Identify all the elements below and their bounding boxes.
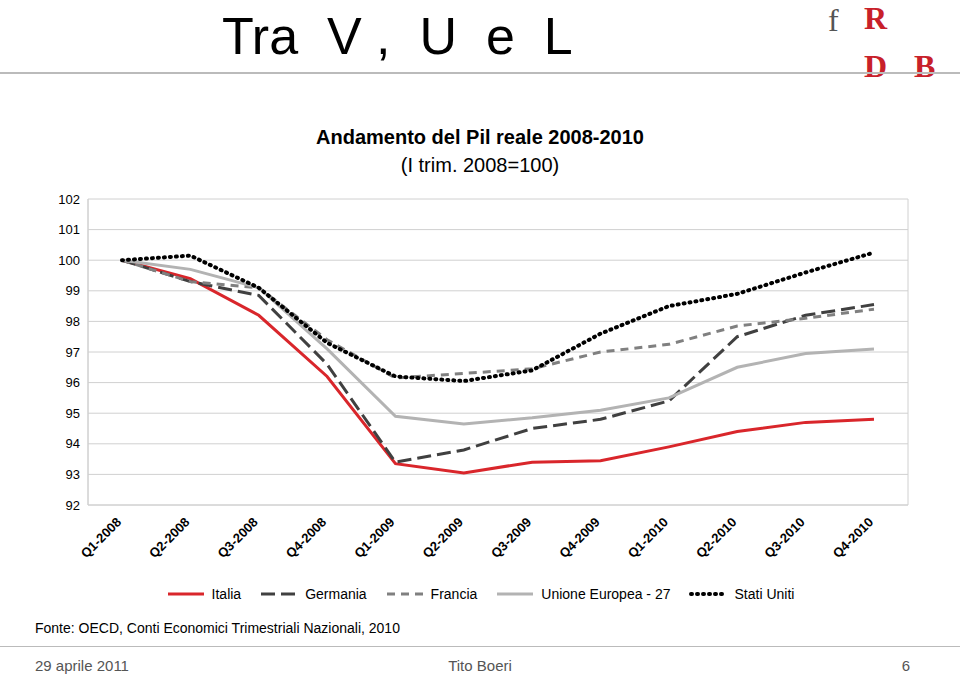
- html-text:Francia: Francia: [430, 586, 478, 602]
- svg-text:Q2-2010: Q2-2010: [693, 515, 739, 561]
- html-text:Stati Uniti: Stati Uniti: [734, 586, 795, 602]
- html-text:Germania: Germania: [305, 586, 367, 602]
- html-text:Italia: Italia: [211, 586, 242, 602]
- svg-text:Q1-2010: Q1-2010: [625, 515, 671, 561]
- html-text:R: R: [864, 0, 888, 36]
- svg-text:93: 93: [66, 467, 80, 482]
- svg-text:Q3-2010: Q3-2010: [761, 515, 807, 561]
- svg-text:92: 92: [66, 498, 80, 513]
- svg-text:97: 97: [66, 345, 80, 360]
- svg-text:100: 100: [58, 253, 80, 268]
- svg-text:99: 99: [66, 283, 80, 298]
- html-text:f: f: [828, 2, 839, 38]
- svg-text:94: 94: [66, 436, 80, 451]
- svg-text:96: 96: [66, 375, 80, 390]
- svg-text:98: 98: [66, 314, 80, 329]
- svg-text:Q4-2008: Q4-2008: [283, 515, 329, 561]
- html-text:29 aprile 2011: 29 aprile 2011: [35, 657, 129, 674]
- svg-text:95: 95: [66, 406, 80, 421]
- svg-text:Q3-2009: Q3-2009: [488, 515, 534, 561]
- html-text:6: 6: [901, 657, 910, 674]
- svg-text:Q2-2008: Q2-2008: [146, 515, 192, 561]
- svg-text:Q1-2008: Q1-2008: [78, 515, 124, 561]
- html-text:Tito Boeri: Tito Boeri: [448, 657, 512, 674]
- svg-text:Q2-2009: Q2-2009: [420, 515, 466, 561]
- svg-text:102: 102: [58, 192, 80, 207]
- html-text:Unione Europea - 27: Unione Europea - 27: [541, 586, 671, 602]
- html-text:Tra V , U e L: Tra V , U e L: [222, 7, 573, 65]
- html-text:Andamento del Pil reale 2008-2: Andamento del Pil reale 2008-2010: [316, 126, 644, 148]
- svg-text:Q4-2009: Q4-2009: [556, 515, 602, 561]
- svg-text:Q4-2010: Q4-2010: [830, 515, 876, 561]
- html-text:D: D: [864, 48, 888, 84]
- svg-text:Q1-2009: Q1-2009: [351, 515, 397, 561]
- svg-text:101: 101: [58, 222, 80, 237]
- svg-text:Q3-2008: Q3-2008: [214, 515, 260, 561]
- html-text:(I trim. 2008=100): (I trim. 2008=100): [400, 154, 560, 176]
- html-text:Fonte: OECD, Conti Economici T: Fonte: OECD, Conti Economici Trimestrial…: [35, 620, 400, 636]
- html-text:B: B: [914, 48, 936, 84]
